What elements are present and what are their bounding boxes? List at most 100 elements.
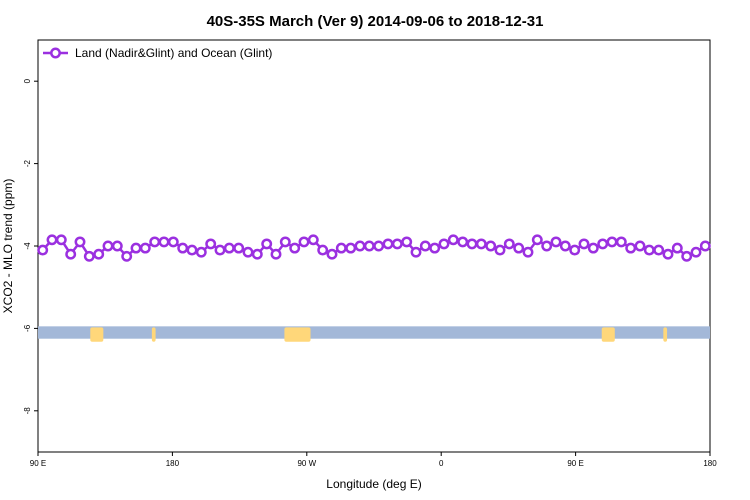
x-tick-label: 180 bbox=[703, 459, 717, 468]
y-tick-label: -2 bbox=[23, 159, 32, 167]
data-point bbox=[410, 246, 422, 258]
data-point bbox=[466, 238, 478, 250]
data-point bbox=[550, 236, 562, 248]
data-point bbox=[643, 244, 655, 256]
data-point bbox=[634, 240, 646, 252]
data-point bbox=[251, 248, 263, 260]
y-tick-label: 0 bbox=[23, 78, 32, 83]
data-point bbox=[102, 240, 114, 252]
y-axis: 0 -2 -4 -6 -8 bbox=[23, 78, 38, 414]
x-tick-label: 90 W bbox=[297, 459, 316, 468]
data-point bbox=[447, 234, 459, 246]
data-point bbox=[541, 240, 553, 252]
data-point bbox=[149, 236, 161, 248]
land-segment bbox=[151, 327, 156, 342]
data-point bbox=[195, 246, 207, 258]
data-point bbox=[242, 246, 254, 258]
data-point bbox=[401, 236, 413, 248]
data-point bbox=[223, 242, 235, 254]
data-point bbox=[289, 242, 301, 254]
data-point bbox=[326, 248, 338, 260]
data-point bbox=[569, 244, 581, 256]
data-point bbox=[261, 238, 273, 250]
data-point bbox=[662, 248, 674, 260]
data-point bbox=[345, 242, 357, 254]
data-point bbox=[121, 250, 133, 262]
data-point bbox=[270, 248, 282, 260]
data-point bbox=[457, 236, 469, 248]
land-ocean-band bbox=[38, 326, 710, 342]
data-point bbox=[438, 238, 450, 250]
data-point bbox=[615, 236, 627, 248]
data-point bbox=[335, 242, 347, 254]
data-point bbox=[429, 242, 441, 254]
data-point bbox=[354, 240, 366, 252]
data-point bbox=[587, 242, 599, 254]
data-point bbox=[317, 244, 329, 256]
data-point bbox=[83, 250, 95, 262]
data-point bbox=[531, 234, 543, 246]
data-point bbox=[373, 240, 385, 252]
data-point bbox=[233, 242, 245, 254]
data-point bbox=[382, 238, 394, 250]
legend-marker bbox=[50, 47, 61, 59]
series-layer bbox=[37, 234, 711, 262]
data-point bbox=[699, 240, 711, 252]
data-point bbox=[177, 242, 189, 254]
x-axis: 90 E 180 90 W 0 90 E 180 bbox=[30, 452, 717, 468]
land-segment bbox=[601, 327, 615, 342]
data-point bbox=[167, 236, 179, 248]
x-axis-label: Longitude (deg E) bbox=[326, 477, 421, 491]
data-point bbox=[503, 238, 515, 250]
chart-title: 40S-35S March (Ver 9) 2014-09-06 to 2018… bbox=[207, 13, 544, 30]
x-tick-label: 90 E bbox=[567, 459, 583, 468]
data-point bbox=[494, 244, 506, 256]
data-point bbox=[522, 246, 534, 258]
land-segment bbox=[284, 327, 311, 342]
data-point bbox=[186, 244, 198, 256]
ocean-band bbox=[38, 326, 710, 339]
land-segment bbox=[90, 327, 104, 342]
y-tick-label: -8 bbox=[23, 407, 32, 415]
data-point bbox=[158, 236, 170, 248]
x-tick-label: 90 E bbox=[30, 459, 46, 468]
data-point bbox=[111, 240, 123, 252]
data-point bbox=[597, 238, 609, 250]
legend: Land (Nadir&Glint) and Ocean (Glint) bbox=[43, 46, 272, 60]
data-point bbox=[475, 238, 487, 250]
data-point bbox=[298, 236, 310, 248]
data-point bbox=[74, 236, 86, 248]
land-segment bbox=[663, 327, 668, 342]
data-point bbox=[55, 234, 67, 246]
data-point bbox=[578, 238, 590, 250]
data-point bbox=[625, 242, 637, 254]
data-point bbox=[606, 236, 618, 248]
y-tick-label: -4 bbox=[23, 242, 32, 250]
data-point bbox=[93, 248, 105, 260]
data-point bbox=[205, 238, 217, 250]
data-point bbox=[485, 240, 497, 252]
data-point bbox=[37, 244, 49, 256]
data-point bbox=[513, 242, 525, 254]
data-point bbox=[681, 250, 693, 262]
data-point bbox=[307, 234, 319, 246]
data-point bbox=[419, 240, 431, 252]
data-point bbox=[130, 242, 142, 254]
y-tick-label: -6 bbox=[23, 324, 32, 332]
data-point bbox=[65, 248, 77, 260]
data-point bbox=[279, 236, 291, 248]
data-point bbox=[214, 244, 226, 256]
x-tick-label: 0 bbox=[439, 459, 444, 468]
data-point bbox=[139, 242, 151, 254]
data-point bbox=[690, 246, 702, 258]
data-point bbox=[391, 238, 403, 250]
data-point bbox=[363, 240, 375, 252]
x-tick-label: 180 bbox=[166, 459, 180, 468]
data-point bbox=[671, 242, 683, 254]
data-point bbox=[653, 244, 665, 256]
legend-label: Land (Nadir&Glint) and Ocean (Glint) bbox=[75, 46, 272, 60]
data-point bbox=[46, 234, 58, 246]
data-point bbox=[559, 240, 571, 252]
y-axis-label: XCO2 - MLO trend (ppm) bbox=[1, 179, 15, 314]
